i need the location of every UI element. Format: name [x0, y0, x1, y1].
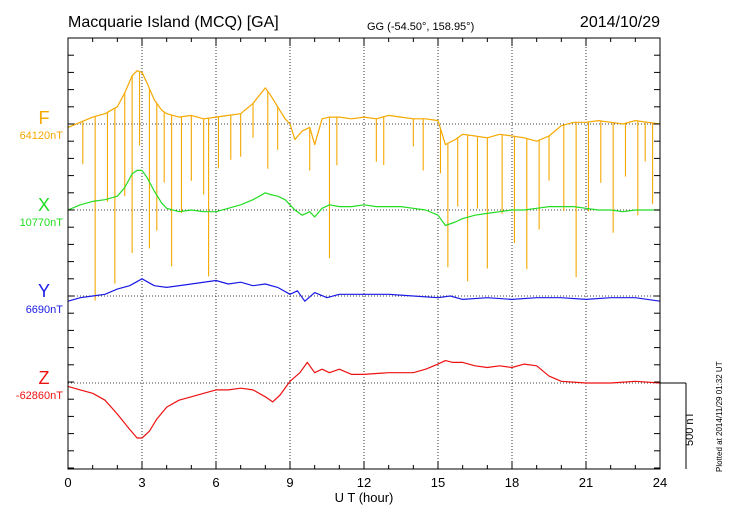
x-tick-label-12: 12 [357, 475, 371, 490]
coordinates-label: GG (-54.50°, 158.95°) [367, 21, 474, 33]
baseline-label-z: -62860nT [16, 390, 63, 402]
scale-bar: 500 nT [660, 382, 696, 469]
scale-bar-label: 500 nT [684, 411, 696, 446]
tick-layer: 0 3 6 9 12 15 18 21 24 [64, 38, 667, 490]
series-line-y [67, 278, 661, 302]
station-title: Macquarie Island (MCQ) [GA] [68, 14, 279, 31]
component-label-z: Z [39, 368, 50, 388]
x-tick-label-3: 3 [138, 475, 145, 490]
date-label: 2014/10/29 [580, 14, 660, 31]
x-tick-label-18: 18 [505, 475, 519, 490]
plotted-timestamp: Plotted at 2014/11/29 01:32 UT [715, 361, 724, 472]
series-line-f [67, 70, 661, 146]
component-label-layer: F 64120nT X 10770nT Y 6690nT Z -62860nT [16, 108, 63, 402]
component-label-y: Y [38, 281, 50, 301]
baseline-label-f: 64120nT [20, 130, 64, 142]
x-tick-label-21: 21 [579, 475, 593, 490]
x-axis-label: U T (hour) [335, 490, 394, 505]
component-label-x: X [38, 195, 50, 215]
series-line-x [67, 169, 660, 227]
x-tick-label-15: 15 [431, 475, 445, 490]
x-tick-label-24: 24 [653, 475, 667, 490]
series-layer [67, 70, 661, 439]
x-tick-label-6: 6 [212, 475, 219, 490]
component-label-f: F [39, 108, 50, 128]
x-tick-label-9: 9 [286, 475, 293, 490]
x-tick-label-0: 0 [64, 475, 71, 490]
series-line-z [67, 360, 661, 439]
baseline-label-x: 10770nT [20, 217, 64, 229]
baseline-label-y: 6690nT [26, 304, 64, 316]
